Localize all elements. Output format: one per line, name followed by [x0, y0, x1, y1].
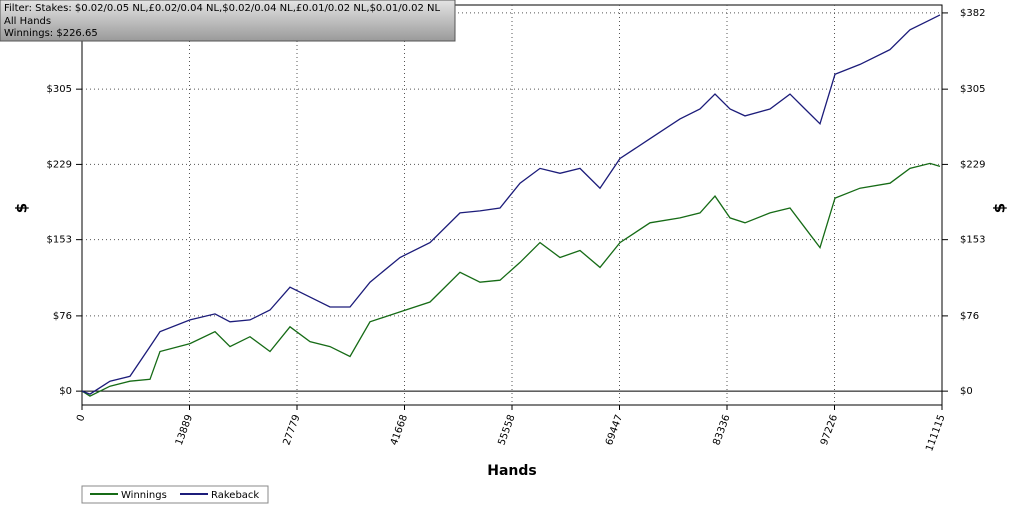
x-tick-label: 55558 [496, 413, 517, 447]
x-tick-label: 111115 [924, 413, 947, 453]
x-tick-label: 69447 [604, 413, 625, 447]
y-tick-label: $229 [47, 159, 72, 170]
y-tick-label: $382 [960, 8, 985, 19]
series-line [81, 162, 941, 397]
y-axis-title: $ [13, 203, 31, 213]
y-tick-label: $305 [47, 84, 72, 95]
x-tick-label: 41668 [389, 413, 410, 447]
legend-label: Winnings [121, 490, 167, 501]
x-tick-label: 13889 [174, 413, 195, 447]
y-tick-label: $229 [960, 159, 985, 170]
filter-text: Filter: Stakes: $0.02/0.05 NL,£0.02/0.04… [4, 3, 440, 14]
y-tick-label: $0 [59, 386, 72, 397]
x-tick-label: 83336 [711, 413, 732, 447]
y-tick-label: $76 [960, 311, 979, 322]
y-tick-label: $76 [53, 311, 72, 322]
y-tick-label: $0 [960, 386, 973, 397]
x-axis-title: Hands [487, 463, 537, 479]
x-tick-label: 0 [75, 413, 88, 423]
x-tick-label: 97226 [819, 413, 840, 447]
y-tick-label: $153 [47, 235, 72, 246]
legend-label: Rakeback [211, 490, 259, 501]
x-tick-label: 27779 [281, 413, 302, 447]
y-tick-label: $305 [960, 84, 985, 95]
legend [81, 485, 269, 504]
y-tick-label: $153 [960, 235, 985, 246]
filter-text: Winnings: $226.65 [4, 28, 98, 39]
filter-text: All Hands [4, 16, 51, 27]
y-axis-title: $ [991, 203, 1009, 213]
series-line [81, 14, 941, 395]
filter-box [0, 0, 456, 42]
